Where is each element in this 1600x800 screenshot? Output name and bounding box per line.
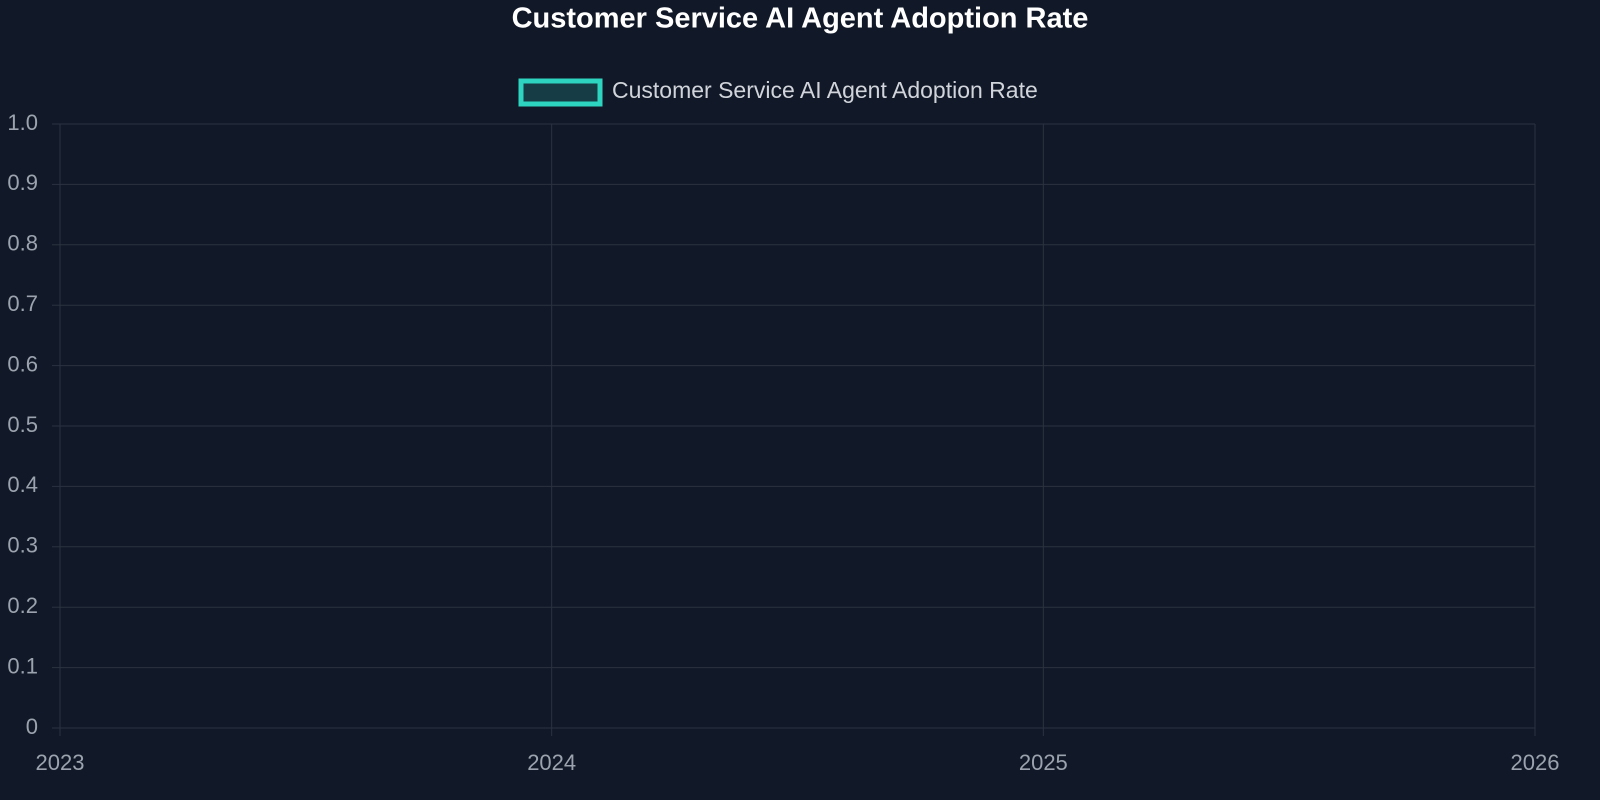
y-tick-label: 0.4 (7, 472, 38, 497)
y-tick-label: 0.6 (7, 351, 38, 376)
y-tick-label: 0.9 (7, 170, 38, 195)
y-tick-label: 1.0 (7, 110, 38, 135)
x-tick-label: 2023 (36, 750, 85, 775)
y-tick-label: 0.3 (7, 533, 38, 558)
x-tick-label: 2025 (1019, 750, 1068, 775)
x-tick-label: 2026 (1511, 750, 1560, 775)
legend-swatch (518, 78, 603, 107)
y-tick-label: 0 (26, 714, 38, 739)
legend-label: Customer Service AI Agent Adoption Rate (612, 77, 1038, 103)
y-tick-label: 0.1 (7, 653, 38, 678)
y-tick-label: 0.5 (7, 412, 38, 437)
y-tick-label: 0.7 (7, 291, 38, 316)
x-tick-label: 2024 (527, 750, 576, 775)
y-tick-label: 0.8 (7, 231, 38, 256)
chart-title: Customer Service AI Agent Adoption Rate (512, 3, 1089, 35)
y-tick-label: 0.2 (7, 593, 38, 618)
